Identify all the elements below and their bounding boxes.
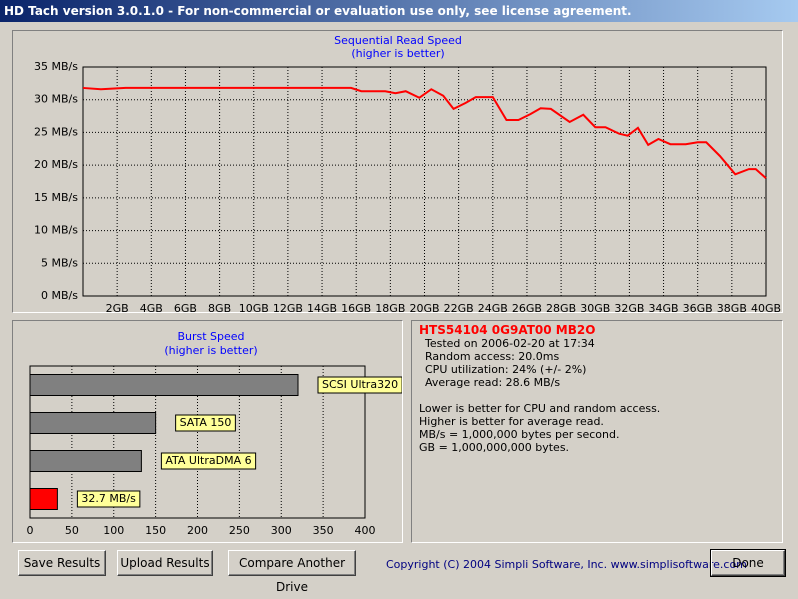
x-tick-label: 32GB (614, 302, 644, 312)
info-line: Average read: 28.6 MB/s (425, 376, 561, 389)
chart-title: Burst Speed (177, 330, 244, 343)
x-tick-label: 250 (229, 524, 250, 537)
x-tick-label: 28GB (546, 302, 576, 312)
label-box (76, 490, 141, 508)
y-tick-label: 25 MB/s (34, 125, 78, 138)
info-line: Random access: 20.0ms (425, 350, 560, 363)
bar (29, 450, 142, 472)
info-line: Higher is better for average read. (419, 415, 604, 428)
info-panel: HTS54104 0G9AT00 MB2O Tested on 2006-02-… (411, 320, 783, 543)
x-tick-label: 4GB (140, 302, 163, 312)
y-tick-label: 0 MB/s (41, 289, 78, 302)
bar-label: 32.7 MB/s (81, 492, 136, 505)
x-tick-label: 0 (27, 524, 34, 537)
info-line: MB/s = 1,000,000 bytes per second. (419, 428, 620, 441)
title-bar: HD Tach version 3.0.1.0 - For non-commer… (0, 0, 798, 22)
x-tick-label: 400 (355, 524, 376, 537)
y-tick-label: 5 MB/s (41, 256, 78, 269)
x-tick-label: 34GB (649, 302, 679, 312)
chart-subtitle: (higher is better) (351, 47, 444, 60)
x-tick-label: 24GB (478, 302, 508, 312)
read-chart: Sequential Read Speed(higher is better) 0… (34, 34, 781, 315)
y-tick-label: 20 MB/s (34, 158, 78, 171)
x-tick-label: 38GB (717, 302, 747, 312)
x-tick-label: 100 (103, 524, 124, 537)
save-button[interactable]: Save Results (18, 550, 106, 576)
info-line: Lower is better for CPU and random acces… (419, 402, 661, 415)
x-tick-label: 8GB (208, 302, 231, 312)
x-tick-label: 22GB (444, 302, 474, 312)
x-tick-label: 18GB (375, 302, 405, 312)
x-tick-label: 36GB (683, 302, 713, 312)
info-line: Tested on 2006-02-20 at 17:34 (425, 337, 595, 350)
info-line: CPU utilization: 24% (+/- 2%) (425, 363, 587, 376)
x-tick-label: 6GB (174, 302, 197, 312)
chart-title: Sequential Read Speed (334, 34, 462, 47)
y-tick-label: 30 MB/s (34, 93, 78, 106)
x-tick-label: 50 (65, 524, 79, 537)
x-tick-label: 300 (271, 524, 292, 537)
x-tick-label: 150 (145, 524, 166, 537)
bar-label: ATA UltraDMA 6 (165, 454, 251, 467)
upload-button[interactable]: Upload Results (117, 550, 213, 576)
chart-subtitle: (higher is better) (164, 344, 257, 357)
read-panel: Sequential Read Speed (higher is better) 0… (12, 30, 783, 315)
drive-model: HTS54104 0G9AT00 MB2O (419, 323, 596, 337)
x-tick-label: 2GB (106, 302, 129, 312)
done-button[interactable]: Done (710, 549, 786, 577)
x-tick-label: 40GB (751, 302, 781, 312)
x-tick-label: 16GB (341, 302, 371, 312)
x-tick-label: 350 (313, 524, 334, 537)
y-tick-label: 15 MB/s (34, 191, 78, 204)
info-line: GB = 1,000,000,000 bytes. (419, 441, 570, 454)
y-tick-label: 35 MB/s (34, 60, 78, 73)
x-tick-label: 12GB (273, 302, 303, 312)
label-box (175, 414, 236, 432)
label-box (160, 452, 257, 470)
bar (29, 374, 299, 396)
x-tick-label: 14GB (307, 302, 337, 312)
x-tick-label: 20GB (409, 302, 439, 312)
x-tick-label: 30GB (580, 302, 610, 312)
burst-chart: Burst Speed(higher is better) 0 50 100 150 20… (27, 330, 403, 537)
read-line (82, 86, 767, 179)
bar-label: SCSI Ultra320 (322, 378, 398, 391)
copyright: Copyright (C) 2004 Simpli Software, Inc.… (386, 558, 747, 571)
burst-panel: Burst Speed (higher is better) 0 50 100 150 20… (12, 320, 403, 543)
bar (29, 412, 157, 434)
y-tick-label: 10 MB/s (34, 224, 78, 237)
bar-label: SATA 150 (180, 416, 232, 429)
bar (29, 488, 58, 510)
x-tick-label: 200 (187, 524, 208, 537)
compare-button[interactable]: Compare Another Drive (228, 550, 356, 594)
x-tick-label: 10GB (239, 302, 269, 312)
x-tick-label: 26GB (512, 302, 542, 312)
